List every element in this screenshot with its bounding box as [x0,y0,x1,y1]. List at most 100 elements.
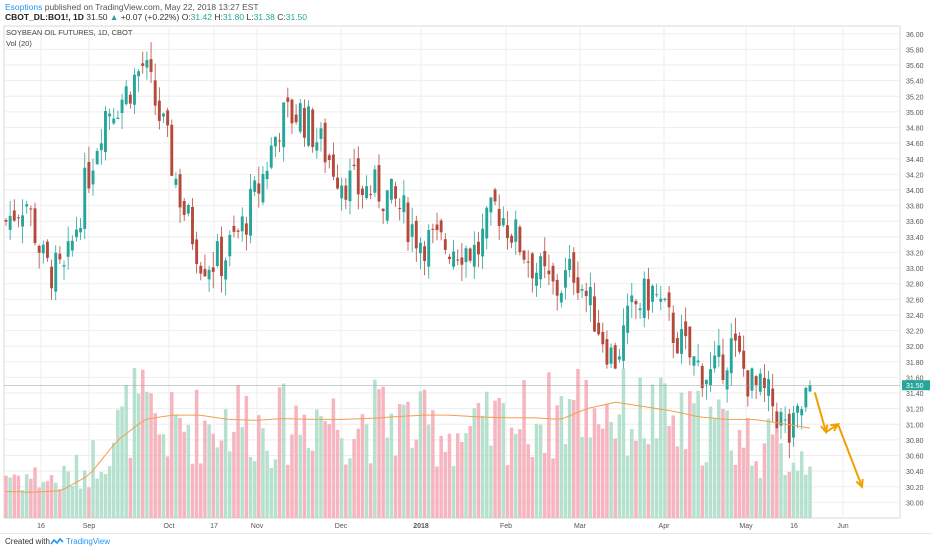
candle-body [16,217,20,219]
tradingview-logo-icon [50,537,64,545]
candle-body [638,308,642,311]
volume-bar [526,444,530,518]
price-chart[interactable]: 36.00 35.80 35.60 35.40 35.20 35.00 34.80 34.60… [0,24,932,533]
candle-body [742,350,746,369]
volume-bar [613,438,617,518]
candle-body [112,118,116,124]
author-link[interactable]: Esoptions [5,2,43,12]
candle-body [709,369,712,386]
volume-bar [468,426,472,518]
candle-body [481,228,485,257]
candle-body [182,200,186,215]
volume-bar [37,487,41,518]
candle-body [729,338,733,374]
volume-bar [426,424,431,518]
volume-bar [663,383,667,518]
volume-bar [514,433,518,518]
candle-body [149,59,153,73]
publish-line: Esoptions published on TradingView.com, … [5,2,259,12]
candle-body [622,325,625,361]
volume-bar [443,451,448,518]
volume-bar [671,415,675,518]
candle-body [232,225,236,232]
volume-bar [302,414,307,518]
candle-body [25,204,29,207]
y-tick-label: 34.80 [906,126,924,133]
candle-body [249,188,252,236]
candle-body [439,220,443,233]
volume-bar [20,490,25,518]
volume-bar [74,454,79,518]
candle-body [220,236,223,277]
x-tick-label: Jun [837,523,848,530]
candle-body [236,230,240,232]
volume-bar [808,466,812,518]
volume-bar [451,466,456,518]
candle-body [269,145,273,168]
candle-body [750,368,754,391]
high-value: 31.80 [222,12,245,22]
candle-body [588,286,592,306]
candle-body [767,379,771,396]
volume-bar [609,421,613,518]
volume-bar [352,439,356,518]
volume-bar [124,385,128,518]
volume-bar [580,437,584,518]
candle-body [394,186,398,199]
volume-ma-line [5,401,811,493]
volume-bar [8,477,12,518]
volume-bar [207,424,211,518]
candle-body [79,228,83,233]
y-tick-label: 31.80 [906,360,924,367]
candle-body [497,208,501,227]
volume-bar [24,474,29,518]
candle-body [104,111,107,153]
y-tick-label: 35.40 [906,79,924,86]
candle-body [319,128,323,139]
volume-bar [344,464,348,518]
volume-bar [327,424,332,518]
volume-bar [741,447,746,518]
candle-body [402,195,406,213]
candle-body [352,164,356,167]
y-tick-label: 33.80 [906,204,924,211]
candle-body [733,333,737,341]
candle-body [365,186,369,199]
candle-body [576,277,580,294]
volume-bar [95,478,99,518]
y-tick-label: 35.20 [906,94,924,101]
candle-body [286,97,290,102]
candle-body [21,215,25,227]
y-tick-label: 33.60 [906,219,924,226]
volume-bar [431,410,435,518]
candle-body [377,165,381,202]
y-tick-label: 31.60 [906,375,924,382]
volume-bar [472,408,477,518]
forecast-arrow-head [855,478,864,489]
volume-bar [335,429,340,518]
volume-bar [91,440,95,518]
candle-body [83,167,87,229]
close-value: 31.50 [285,12,308,22]
volume-indicator-label: Vol (20) [6,39,32,48]
tradingview-brand[interactable]: TradingView [66,537,111,546]
volume-bar [493,400,497,518]
volume-bar [799,451,804,518]
candle-body [406,202,410,243]
candle-body [62,265,66,267]
x-tick-label: 2018 [413,523,429,530]
candle-body [290,99,294,124]
volume-bar [418,391,423,518]
y-tick-label: 33.00 [906,266,924,273]
volume-bar [696,390,700,518]
candle-body [191,206,194,245]
candle-body [410,224,414,237]
volume-bar [766,418,771,518]
volume-bar [650,384,655,518]
volume-bar [170,392,174,518]
candle-body [265,170,269,180]
candle-body [389,178,393,200]
candle-body [493,189,497,202]
candle-body [787,413,791,443]
candle-body [506,225,509,239]
